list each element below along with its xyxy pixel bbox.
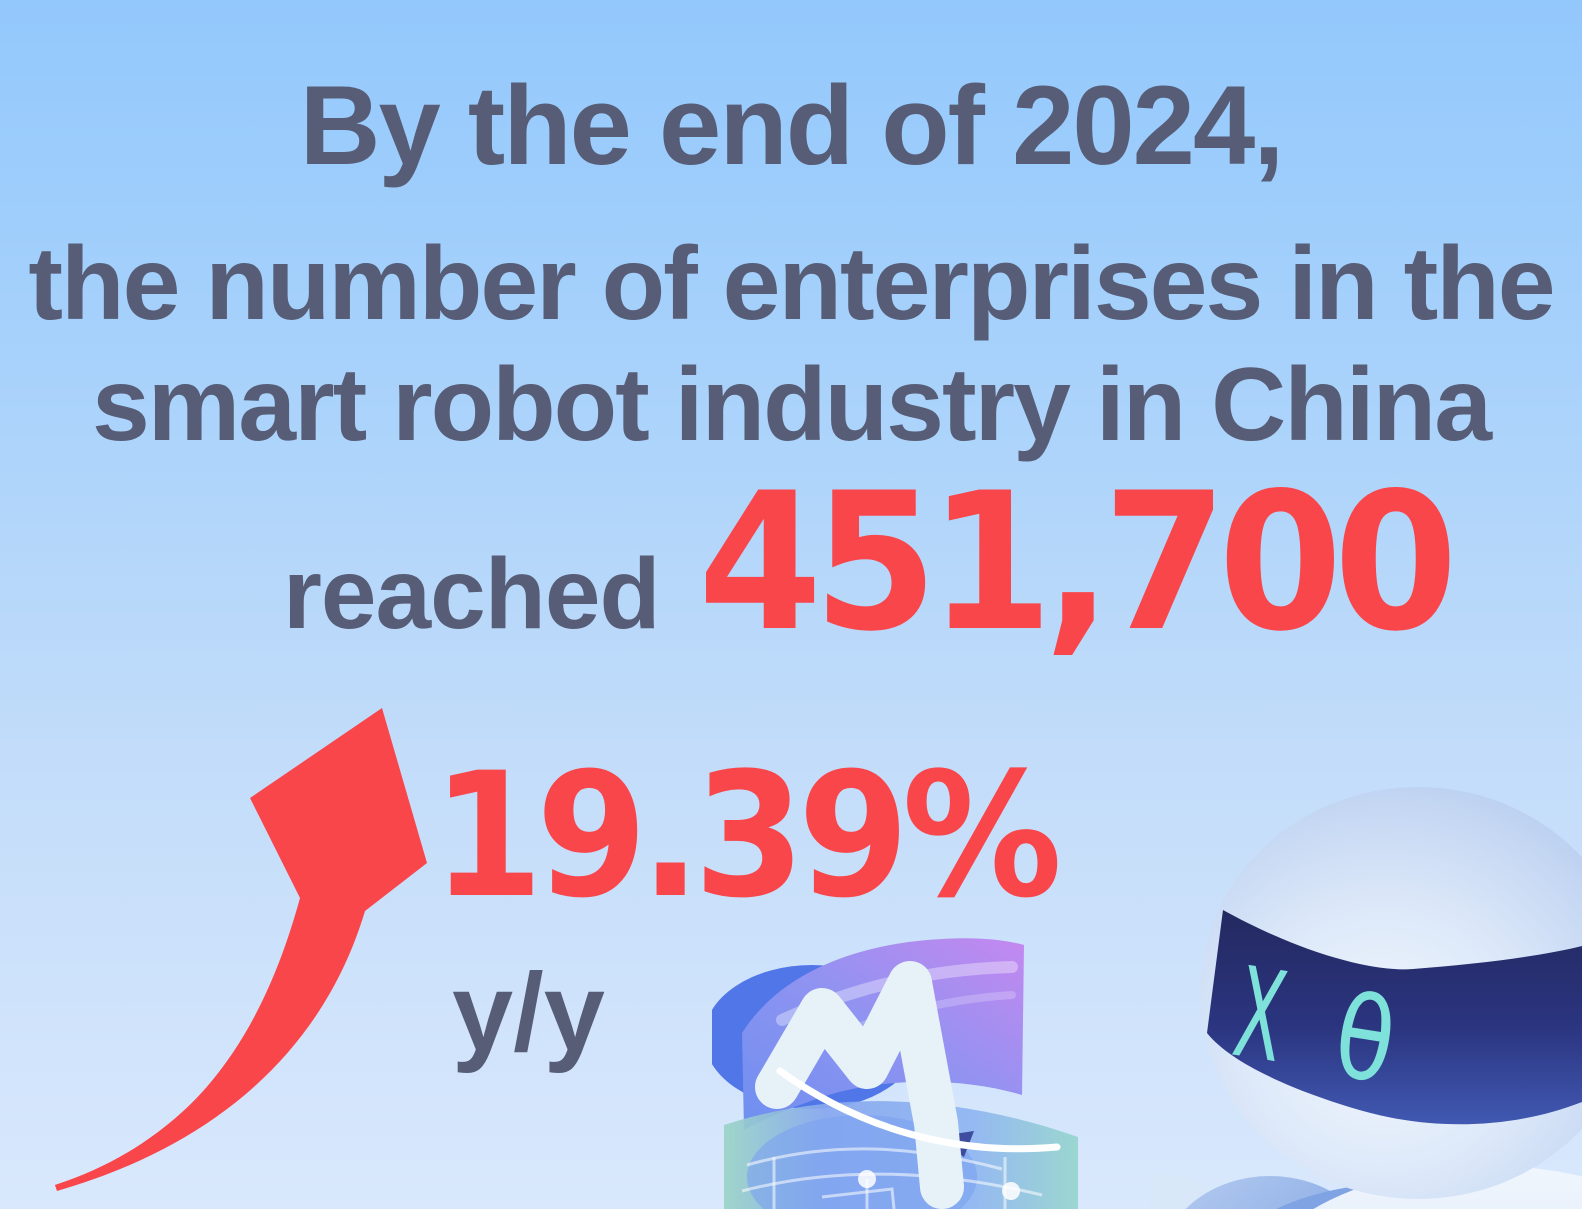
headline-line-1: By the end of 2024, xyxy=(299,63,1285,188)
panel-data-dot-2 xyxy=(1002,1182,1020,1200)
white-swoosh-line xyxy=(776,1067,1061,1153)
robot-svg: X θ xyxy=(1150,787,1582,1209)
growth-arrow-icon xyxy=(35,693,455,1198)
enterprise-count-row: reached 451,700 xyxy=(283,468,1496,658)
growth-percentage-value: 19.39% xyxy=(432,735,1062,936)
headline-lines-2-3: the number of enterprises in the smart r… xyxy=(0,224,1582,465)
panel-grid-lines xyxy=(741,1147,1043,1209)
enterprise-count-value: 451,700 xyxy=(697,452,1458,673)
stat-prefix-label: reached xyxy=(283,538,661,650)
growth-arrow-svg xyxy=(55,708,427,1191)
headline-line-2: the number of enterprises in the xyxy=(28,226,1555,342)
panel-data-dot-1 xyxy=(858,1170,876,1188)
growth-arrow-shaft xyxy=(55,893,335,1190)
dashboard-svg xyxy=(712,938,1078,1209)
zigzag-chart-shape xyxy=(755,961,964,1209)
robot-visor-shape xyxy=(1207,910,1582,1125)
robot-mascot-illustration: X θ xyxy=(1150,756,1582,1209)
curved-dashboard-illustration xyxy=(712,925,1162,1209)
growth-arrow-path xyxy=(55,708,427,1191)
headline-line-3: smart robot industry in China xyxy=(91,346,1492,463)
growth-period-label: y/y xyxy=(452,951,605,1074)
